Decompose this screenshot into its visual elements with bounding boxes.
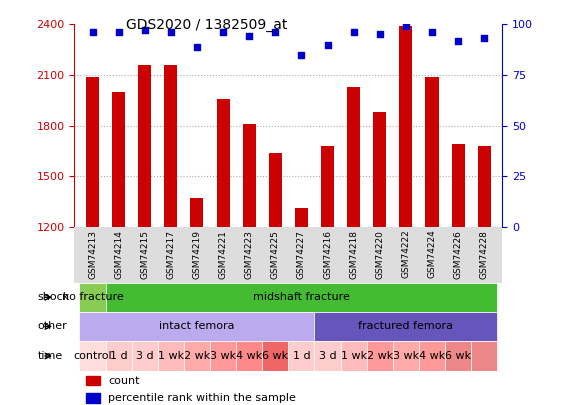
Bar (367, 341, 393, 371)
Bar (184, 341, 210, 371)
Bar (79, 312, 315, 341)
Text: 6 wk: 6 wk (445, 351, 471, 361)
Bar (236, 341, 262, 371)
Text: GSM74227: GSM74227 (297, 230, 306, 279)
Bar (471, 341, 497, 371)
Bar (86, 376, 100, 386)
Text: GSM74218: GSM74218 (349, 230, 358, 279)
Text: 1 wk: 1 wk (340, 351, 367, 361)
Point (114, 29, 123, 36)
Text: GSM74226: GSM74226 (453, 230, 463, 279)
Bar (191, 198, 203, 227)
Text: time: time (38, 351, 63, 361)
Bar (393, 341, 419, 371)
Bar (269, 153, 282, 227)
Bar (419, 341, 445, 371)
Text: 2 wk: 2 wk (367, 351, 393, 361)
Text: 1 wk: 1 wk (158, 351, 184, 361)
Bar (79, 341, 106, 371)
Bar (138, 65, 151, 227)
Text: 4 wk: 4 wk (236, 351, 262, 361)
Bar (373, 112, 386, 227)
Text: 3 d: 3 d (319, 351, 336, 361)
Bar (79, 283, 106, 312)
Point (219, 29, 228, 36)
Bar (315, 312, 497, 341)
Text: no fracture: no fracture (62, 292, 123, 302)
Text: GSM74215: GSM74215 (140, 230, 149, 279)
Bar (262, 341, 288, 371)
Bar (340, 341, 367, 371)
Text: 3 d: 3 d (136, 351, 154, 361)
Bar (158, 341, 184, 371)
Text: 1 d: 1 d (292, 351, 310, 361)
Point (375, 31, 384, 38)
Point (453, 37, 463, 44)
Point (297, 51, 306, 58)
Text: GSM74213: GSM74213 (88, 230, 97, 279)
Text: intact femora: intact femora (159, 322, 235, 331)
Text: GSM74222: GSM74222 (401, 230, 411, 278)
Point (401, 23, 411, 30)
Point (244, 33, 254, 40)
Text: midshaft fracture: midshaft fracture (253, 292, 350, 302)
Bar (86, 393, 100, 403)
Text: 6 wk: 6 wk (262, 351, 288, 361)
Text: fractured femora: fractured femora (359, 322, 453, 331)
Bar (452, 144, 465, 227)
Bar (347, 87, 360, 227)
Bar (112, 92, 125, 227)
Text: GSM74223: GSM74223 (245, 230, 254, 279)
Bar (399, 26, 412, 227)
Text: percentile rank within the sample: percentile rank within the sample (108, 393, 296, 403)
Bar (478, 146, 490, 227)
Text: GSM74216: GSM74216 (323, 230, 332, 279)
Bar (288, 341, 315, 371)
Text: GSM74221: GSM74221 (219, 230, 228, 279)
Text: GSM74214: GSM74214 (114, 230, 123, 279)
Text: GDS2020 / 1382509_at: GDS2020 / 1382509_at (126, 18, 287, 32)
Bar (321, 146, 334, 227)
Point (271, 29, 280, 36)
Text: 2 wk: 2 wk (184, 351, 210, 361)
Bar (132, 341, 158, 371)
Bar (164, 65, 178, 227)
Point (480, 35, 489, 42)
Text: 4 wk: 4 wk (419, 351, 445, 361)
Bar (425, 77, 439, 227)
Text: GSM74228: GSM74228 (480, 230, 489, 279)
Bar (315, 341, 340, 371)
Text: 3 wk: 3 wk (210, 351, 236, 361)
Text: GSM74220: GSM74220 (375, 230, 384, 279)
Point (428, 29, 437, 36)
Text: shock: shock (38, 292, 70, 302)
Bar (86, 77, 99, 227)
Text: count: count (108, 376, 140, 386)
Bar (243, 124, 256, 227)
Text: GSM74219: GSM74219 (192, 230, 202, 279)
Bar (106, 341, 132, 371)
Bar (295, 208, 308, 227)
Point (349, 29, 358, 36)
Point (192, 43, 202, 50)
Bar (210, 341, 236, 371)
Text: GSM74225: GSM74225 (271, 230, 280, 279)
Point (88, 29, 97, 36)
Text: other: other (38, 322, 67, 331)
Point (140, 27, 149, 34)
Text: GSM74217: GSM74217 (166, 230, 175, 279)
Bar (445, 341, 471, 371)
Point (323, 41, 332, 48)
Text: control: control (73, 351, 112, 361)
Text: 1 d: 1 d (110, 351, 127, 361)
Point (166, 29, 175, 36)
Text: GSM74224: GSM74224 (428, 230, 436, 278)
Bar (216, 98, 230, 227)
Text: 3 wk: 3 wk (393, 351, 419, 361)
